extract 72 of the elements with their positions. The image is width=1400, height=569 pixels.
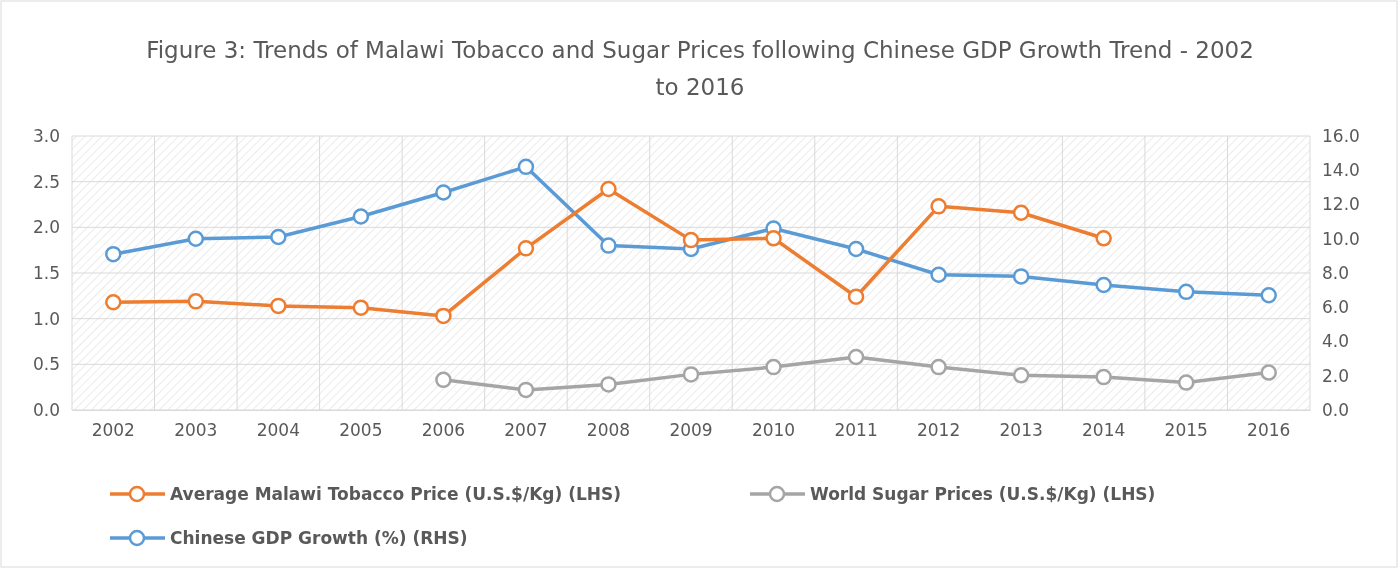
point bbox=[435, 371, 452, 389]
point bbox=[682, 231, 700, 249]
point bbox=[847, 240, 865, 258]
point bbox=[1012, 204, 1030, 221]
point bbox=[1177, 283, 1195, 301]
y2-tick-label: 2.0 bbox=[1322, 365, 1350, 386]
point bbox=[930, 266, 947, 283]
y2-tick-label: 4.0 bbox=[1322, 331, 1350, 352]
point bbox=[1177, 374, 1195, 391]
x-tick-label: 2015 bbox=[1164, 420, 1208, 441]
y2-tick-label: 16.0 bbox=[1322, 125, 1360, 146]
point bbox=[270, 228, 287, 246]
point bbox=[930, 358, 947, 376]
x-tick-label: 2016 bbox=[1247, 420, 1291, 441]
point bbox=[1095, 368, 1112, 386]
y-tick-label: 3.0 bbox=[32, 125, 60, 146]
point bbox=[270, 297, 287, 315]
legend-label: Chinese GDP Growth (%) (RHS) bbox=[170, 528, 468, 548]
point bbox=[517, 158, 535, 176]
point bbox=[187, 230, 205, 247]
point bbox=[847, 348, 865, 366]
point bbox=[600, 237, 617, 254]
legend-label: Average Malawi Tobacco Price (U.S.$/Kg) (LHS) bbox=[170, 484, 622, 504]
x-tick-label: 2008 bbox=[586, 420, 631, 441]
point bbox=[765, 358, 782, 376]
y-tick-label: 1.0 bbox=[32, 308, 60, 329]
x-tick-label: 2003 bbox=[174, 420, 218, 441]
point bbox=[1260, 364, 1277, 381]
x-tick-label: 2009 bbox=[669, 420, 713, 441]
y2-tick-label: 8.0 bbox=[1322, 262, 1350, 283]
x-tick-label: 2006 bbox=[421, 420, 466, 441]
y-tick-label: 1.5 bbox=[32, 262, 60, 283]
legend-label: World Sugar Prices (U.S.$/Kg) (LHS) bbox=[810, 484, 1156, 504]
x-tick-label: 2012 bbox=[916, 420, 961, 441]
point bbox=[1260, 287, 1277, 304]
point bbox=[600, 376, 617, 393]
point bbox=[105, 293, 122, 311]
x-tick-label: 2005 bbox=[339, 420, 383, 441]
point bbox=[435, 307, 452, 325]
x-tick-label: 2011 bbox=[834, 420, 878, 441]
point bbox=[1012, 367, 1030, 384]
y-tick-label: 2.5 bbox=[32, 171, 60, 192]
y2-tick-label: 0.0 bbox=[1322, 399, 1350, 420]
chart-title: Figure 3: Trends of Malawi Tobacco and Sugar Prices following Chinese GDP Growth Trend - 2002 to 2016 bbox=[146, 37, 1254, 100]
x-tick-label: 2002 bbox=[91, 420, 135, 441]
x-tick-label: 2007 bbox=[504, 420, 548, 441]
x-tick-label: 2013 bbox=[999, 420, 1043, 441]
point bbox=[1095, 276, 1112, 294]
point bbox=[435, 184, 452, 201]
point bbox=[682, 366, 700, 383]
point bbox=[517, 240, 535, 257]
point bbox=[600, 180, 617, 198]
point bbox=[187, 293, 205, 310]
point bbox=[105, 245, 122, 263]
x-tick-label: 2014 bbox=[1082, 420, 1126, 441]
point bbox=[1012, 268, 1030, 285]
point bbox=[847, 288, 865, 305]
point bbox=[1095, 230, 1112, 247]
y-tick-label: 2.0 bbox=[32, 217, 60, 238]
y2-tick-label: 12.0 bbox=[1322, 194, 1360, 215]
point bbox=[517, 381, 535, 399]
x-tick-label: 2004 bbox=[256, 420, 300, 441]
y-tick-label: 0.0 bbox=[32, 399, 60, 420]
point bbox=[352, 299, 370, 316]
point bbox=[352, 208, 370, 225]
y2-tick-label: 14.0 bbox=[1322, 160, 1360, 181]
y2-tick-label: 6.0 bbox=[1322, 297, 1350, 318]
x-tick-label: 2010 bbox=[751, 420, 796, 441]
point bbox=[765, 230, 782, 247]
y2-tick-label: 10.0 bbox=[1322, 228, 1360, 249]
y-tick-label: 0.5 bbox=[32, 354, 60, 375]
point bbox=[930, 198, 947, 215]
